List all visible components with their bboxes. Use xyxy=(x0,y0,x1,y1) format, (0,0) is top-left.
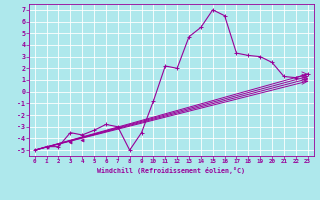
X-axis label: Windchill (Refroidissement éolien,°C): Windchill (Refroidissement éolien,°C) xyxy=(97,167,245,174)
